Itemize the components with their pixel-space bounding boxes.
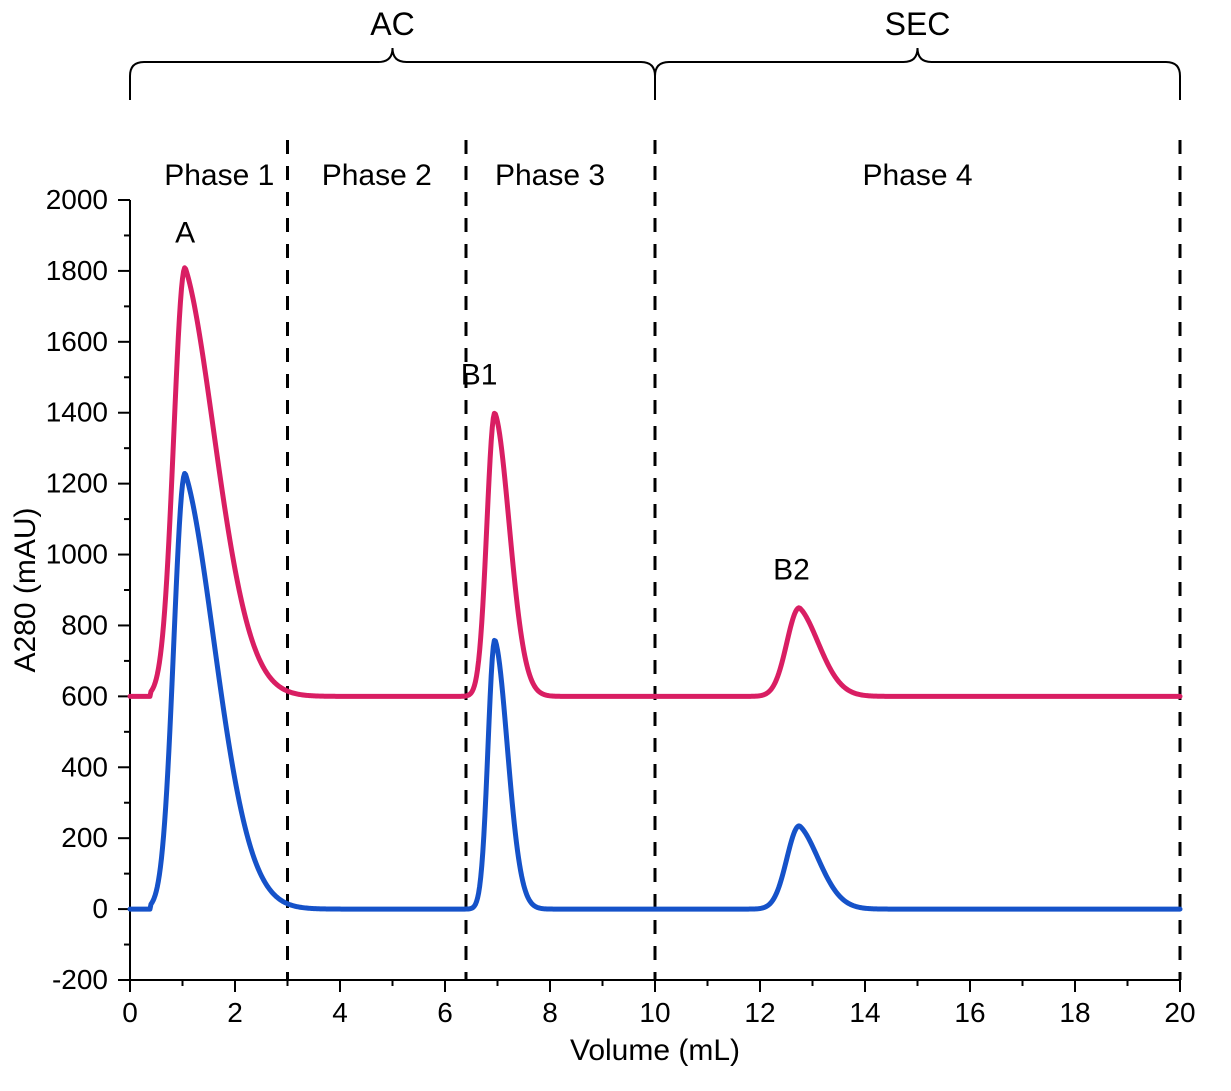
bracket-label: AC <box>370 6 414 42</box>
x-tick-label: 16 <box>954 997 985 1028</box>
y-tick-label: 400 <box>61 751 108 782</box>
x-axis-label: Volume (mL) <box>570 1034 740 1067</box>
chromatogram-chart: AC SEC Phase 1 Phase 2 Phase 3 Phase 4 0 2 4 6 8 10… <box>0 0 1231 1091</box>
y-axis-label: A280 (mAU) <box>9 507 42 672</box>
y-tick-label: 1200 <box>46 468 108 499</box>
y-tick-label: 1600 <box>46 326 108 357</box>
x-tick-label: 8 <box>542 997 558 1028</box>
y-tick-label: 0 <box>92 893 108 924</box>
y-tick-label: 2000 <box>46 184 108 215</box>
x-tick-label: 4 <box>332 997 348 1028</box>
x-tick-label: 20 <box>1164 997 1195 1028</box>
x-tick-label: 10 <box>639 997 670 1028</box>
phase-label: Phase 4 <box>862 159 972 192</box>
peak-label: B1 <box>461 358 498 391</box>
chart-svg: AC SEC Phase 1 Phase 2 Phase 3 Phase 4 0 2 4 6 8 10… <box>0 0 1231 1091</box>
x-tick-label: 2 <box>227 997 243 1028</box>
y-tick-label: 1400 <box>46 397 108 428</box>
bracket-label: SEC <box>885 6 951 42</box>
x-tick-label: 14 <box>849 997 880 1028</box>
y-tick-label: -200 <box>52 964 108 995</box>
y-tick-label: 200 <box>61 822 108 853</box>
phase-label: Phase 3 <box>495 159 605 192</box>
phase-label: Phase 1 <box>164 159 274 192</box>
phase-label: Phase 2 <box>322 159 432 192</box>
y-tick-label: 1800 <box>46 255 108 286</box>
x-tick-label: 18 <box>1059 997 1090 1028</box>
y-tick-label: 1000 <box>46 539 108 570</box>
x-tick-label: 0 <box>122 997 138 1028</box>
peak-label: B2 <box>773 553 810 586</box>
peak-label: A <box>175 217 195 250</box>
x-tick-label: 6 <box>437 997 453 1028</box>
y-tick-label: 800 <box>61 609 108 640</box>
x-tick-label: 12 <box>744 997 775 1028</box>
y-tick-label: 600 <box>61 680 108 711</box>
